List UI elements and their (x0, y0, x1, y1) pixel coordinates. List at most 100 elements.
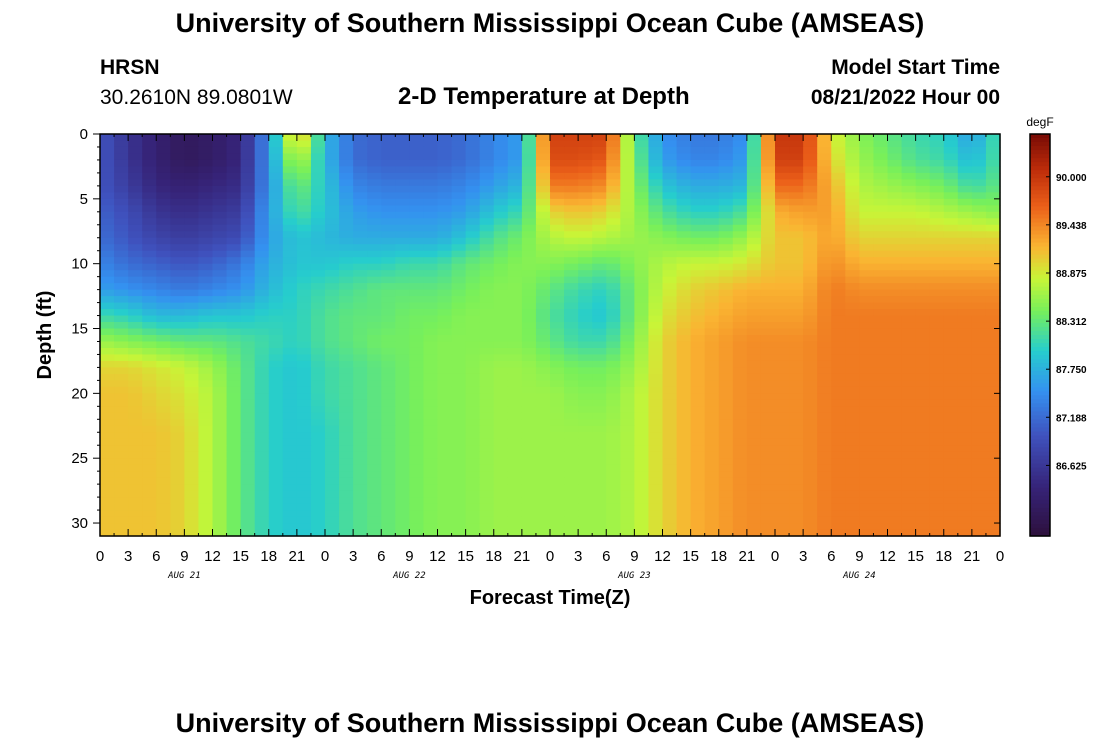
heatmap-cell (901, 367, 917, 375)
heatmap-cell (915, 296, 931, 304)
heatmap-cell (353, 523, 368, 531)
heatmap-cell (690, 192, 706, 200)
heatmap-cell (507, 270, 523, 278)
heatmap-cell (184, 315, 200, 323)
heatmap-cell (156, 159, 171, 168)
heatmap-cell (718, 134, 734, 142)
heatmap-cell (929, 192, 945, 200)
heatmap-cell (535, 172, 551, 180)
heatmap-cell (971, 471, 987, 479)
heatmap-cell (718, 296, 734, 304)
heatmap-cell (887, 192, 903, 200)
heatmap-cell (367, 438, 382, 446)
heatmap-cell (915, 419, 931, 427)
heatmap-cell (985, 380, 1001, 388)
heatmap-cell (479, 380, 495, 388)
heatmap-cell (578, 198, 593, 206)
heatmap-cell (760, 179, 776, 187)
heatmap-cell (648, 192, 664, 200)
heatmap-cell (592, 172, 607, 180)
heatmap-cell (212, 172, 228, 180)
heatmap-cell (156, 503, 171, 511)
heatmap-cell (817, 192, 832, 200)
heatmap-cell (943, 503, 959, 511)
heatmap-cell (100, 523, 115, 531)
heatmap-cell (859, 529, 875, 537)
heatmap-cell (226, 490, 242, 498)
heatmap-cell (423, 296, 439, 304)
heatmap-cell (114, 224, 129, 232)
heatmap-cell (339, 328, 354, 336)
heatmap-cell (254, 438, 270, 446)
heatmap-cell (578, 360, 593, 369)
heatmap-cell (128, 419, 143, 427)
heatmap-cell (198, 510, 214, 518)
heatmap-cell (957, 516, 973, 524)
heatmap-cell (114, 373, 129, 381)
heatmap-cell (606, 373, 621, 381)
heatmap-cell (254, 283, 270, 291)
heatmap-cell (100, 192, 115, 200)
heatmap-cell (535, 412, 551, 420)
heatmap-cell (873, 146, 889, 155)
heatmap-cell (254, 250, 270, 258)
heatmap-cell (479, 140, 495, 148)
heatmap-cell (957, 419, 973, 427)
heatmap-cell (620, 134, 635, 142)
heatmap-cell (775, 360, 790, 369)
heatmap-cell (676, 432, 692, 440)
heatmap-cell (493, 218, 509, 226)
heatmap-cell (971, 490, 987, 498)
heatmap-cell (775, 477, 790, 485)
heatmap-cell (971, 140, 987, 148)
heatmap-cell (845, 529, 860, 537)
heatmap-cell (339, 529, 354, 537)
heatmap-cell (142, 425, 157, 433)
heatmap-cell (142, 146, 157, 155)
heatmap-cell (887, 211, 903, 219)
heatmap-cell (409, 140, 425, 148)
heatmap-cell (873, 205, 889, 213)
heatmap-cell (268, 458, 284, 466)
heatmap-cell (325, 257, 340, 265)
heatmap-cell (957, 172, 973, 180)
heatmap-cell (226, 529, 242, 537)
heatmap-cell (817, 380, 832, 388)
heatmap-cell (985, 529, 1001, 537)
heatmap-cell (746, 341, 762, 349)
heatmap-cell (254, 134, 270, 142)
heatmap-cell (423, 140, 439, 148)
heatmap-cell (310, 153, 326, 161)
heatmap-cell (212, 373, 228, 381)
colorbar-swatch (1030, 471, 1050, 477)
heatmap-cell (423, 373, 439, 381)
heatmap-cell (479, 257, 495, 265)
heatmap-cell (746, 224, 762, 232)
heatmap-cell (282, 276, 298, 284)
heatmap-cell (339, 257, 354, 265)
colorbar-swatch (1030, 318, 1050, 324)
heatmap-cell (775, 432, 790, 440)
heatmap-cell (690, 490, 706, 498)
heatmap-cell (985, 419, 1001, 427)
heatmap-cell (100, 153, 115, 161)
heatmap-cell (620, 159, 635, 168)
heatmap-cell (310, 490, 326, 498)
heatmap-cell (578, 218, 593, 226)
heatmap-cell (592, 283, 607, 291)
heatmap-cell (732, 276, 748, 284)
heatmap-cell (592, 134, 607, 142)
heatmap-cell (296, 134, 312, 142)
heatmap-cell (985, 360, 1001, 369)
heatmap-cell (367, 296, 382, 304)
heatmap-cell (704, 373, 720, 381)
heatmap-cell (873, 276, 889, 284)
heatmap-cell (690, 185, 706, 193)
heatmap-cell (578, 244, 593, 252)
heatmap-cell (423, 510, 439, 518)
heatmap-cell (268, 347, 284, 356)
heatmap-cell (240, 425, 256, 433)
heatmap-cell (760, 231, 776, 239)
heatmap-cell (564, 451, 579, 459)
heatmap-cell (479, 153, 495, 161)
